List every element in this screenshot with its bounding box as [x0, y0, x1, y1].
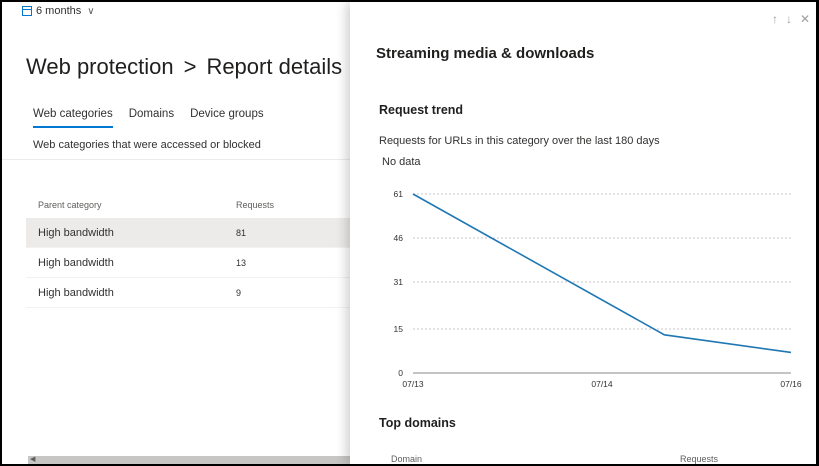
row-category: High bandwidth: [38, 256, 114, 269]
scroll-left-icon[interactable]: ◀: [30, 456, 36, 463]
categories-table: Parent category Requests High bandwidth …: [26, 192, 350, 308]
series-line: [412, 193, 792, 354]
tab-domains[interactable]: Domains: [128, 108, 175, 120]
breadcrumb-current: Report details: [206, 54, 343, 79]
no-data-label: No data: [382, 156, 421, 168]
request-trend-subtitle: Requests for URLs in this category over …: [379, 135, 660, 147]
table-row[interactable]: High bandwidth 9: [26, 278, 350, 308]
row-requests: 9: [236, 287, 242, 298]
y-tick-label: 0: [398, 368, 403, 378]
request-trend-title: Request trend: [379, 103, 464, 117]
arrow-up-icon[interactable]: ↑: [771, 12, 778, 26]
y-tick-label: 61: [394, 189, 404, 199]
request-trend-chart: 0 15 31 46 61 07/13 07/14 07/16: [394, 189, 802, 389]
x-tick-label: 07/14: [591, 379, 613, 389]
tab-web-categories[interactable]: Web categories: [33, 108, 113, 128]
tab-device-groups[interactable]: Device groups: [190, 108, 264, 120]
row-category: High bandwidth: [38, 286, 114, 299]
y-tick-label: 46: [394, 233, 404, 243]
tab-description: Web categories that were accessed or blo…: [33, 139, 261, 151]
horizontal-scrollbar[interactable]: ◀: [28, 456, 350, 464]
panel-nav: ↑ ↓ ✕: [772, 12, 810, 26]
column-header-domain-requests[interactable]: Requests: [680, 454, 719, 464]
x-tick-label: 07/16: [780, 379, 802, 389]
table-row[interactable]: High bandwidth 13: [26, 248, 350, 278]
table-header: Parent category Requests: [26, 192, 350, 218]
column-header-domain[interactable]: Domain: [391, 454, 423, 464]
close-icon[interactable]: ✕: [799, 12, 810, 26]
chevron-down-icon: ∨: [87, 5, 95, 17]
breadcrumb-separator: >: [183, 54, 197, 79]
report-page: 6 months ∨ Web protection > Report details…: [2, 2, 350, 464]
row-category: High bandwidth: [38, 226, 114, 239]
y-tick-label: 15: [394, 324, 404, 334]
page-title: Web protection > Report details: [26, 54, 342, 80]
table-row[interactable]: High bandwidth 81: [26, 218, 350, 248]
period-label: 6 months: [36, 5, 82, 17]
details-panel: ↑ ↓ ✕ Streaming media & downloads Reques…: [350, 2, 816, 464]
panel-title: Streaming media & downloads: [376, 45, 595, 62]
x-tick-label: 07/13: [402, 379, 424, 389]
calendar-icon: [22, 6, 32, 16]
tab-bar: Web categories Domains Device groups: [33, 108, 264, 128]
top-domains-title: Top domains: [379, 416, 456, 430]
period-selector[interactable]: 6 months ∨: [22, 5, 95, 17]
column-header-parent-category[interactable]: Parent category: [38, 200, 102, 210]
column-header-requests[interactable]: Requests: [236, 200, 275, 210]
row-requests: 81: [236, 227, 247, 238]
breadcrumb-root[interactable]: Web protection: [26, 54, 174, 79]
row-requests: 13: [236, 257, 247, 268]
divider: [2, 159, 350, 160]
arrow-down-icon[interactable]: ↓: [785, 12, 792, 26]
y-tick-label: 31: [394, 277, 404, 287]
